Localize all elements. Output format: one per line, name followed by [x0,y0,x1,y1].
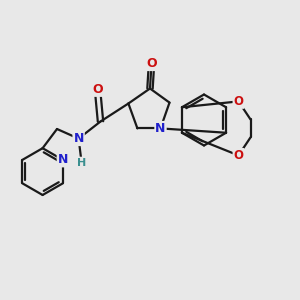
Text: H: H [77,158,86,168]
Text: O: O [233,95,244,108]
Text: O: O [146,57,157,70]
Text: N: N [74,132,84,145]
Text: O: O [92,83,103,96]
Text: N: N [155,122,166,135]
Text: O: O [233,149,244,162]
Text: N: N [58,153,68,167]
